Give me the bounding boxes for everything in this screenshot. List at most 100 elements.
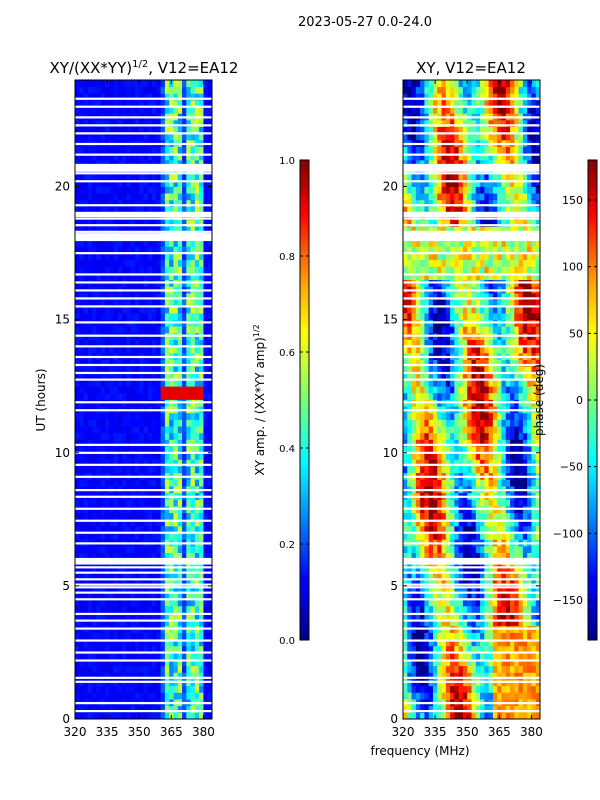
heatmap-cell [454, 379, 460, 387]
heatmap-cell [428, 459, 434, 467]
heatmap-cell [152, 193, 157, 201]
heatmap-cell [109, 173, 114, 181]
heatmap-cell [445, 392, 451, 400]
heatmap-cell [75, 199, 80, 207]
heatmap-cell [177, 672, 183, 680]
heatmap-cell [126, 159, 132, 167]
heatmap-cell [130, 99, 136, 108]
heatmap-cell [492, 565, 498, 573]
heatmap-cell [147, 499, 153, 507]
heatmap-cell [152, 306, 157, 314]
heatmap-cell [510, 712, 515, 720]
heatmap-cell [182, 466, 187, 474]
heatmap-cell [458, 619, 464, 627]
heatmap-cell [156, 432, 162, 440]
heatmap-cell [510, 639, 515, 647]
heatmap-cell [505, 466, 511, 474]
heatmap-cell [173, 619, 179, 627]
heatmap-cell [152, 179, 157, 187]
heatmap-cell [147, 133, 153, 141]
heatmap-cell [471, 525, 477, 534]
heatmap-cell [109, 379, 114, 387]
heatmap-cell [126, 619, 132, 627]
heatmap-cell [182, 299, 187, 307]
heatmap-cell [407, 359, 412, 367]
heatmap-cell [126, 312, 132, 321]
amplitude-colorbar-label: XY amp. / (XX*YY amp)1/2 [252, 324, 267, 475]
heatmap-cell [130, 665, 136, 673]
heatmap-cell [497, 499, 502, 507]
heatmap-cell [420, 519, 425, 527]
heatmap-cell [194, 386, 200, 394]
heatmap-cell [100, 273, 106, 281]
heatmap-cell [518, 532, 524, 540]
heatmap-cell [79, 146, 84, 154]
heatmap-cell [134, 519, 140, 527]
heatmap-cell [122, 499, 127, 507]
heatmap-cell [126, 392, 132, 400]
heatmap-cell [518, 612, 524, 620]
heatmap-cell [437, 645, 442, 653]
heatmap-cell [420, 652, 425, 660]
heatmap-cell [505, 645, 511, 653]
heatmap-cell [164, 219, 170, 227]
heatmap-cell [194, 525, 200, 534]
heatmap-cell [403, 512, 408, 520]
heatmap-cell [462, 685, 468, 693]
heatmap-cell [505, 565, 511, 573]
heatmap-cell [147, 652, 153, 660]
heatmap-cell [510, 545, 515, 553]
heatmap-cell [79, 179, 84, 187]
heatmap-cell [113, 266, 119, 274]
heatmap-cell [164, 692, 170, 700]
flagged-gap [75, 334, 212, 337]
heatmap-cell [164, 246, 170, 254]
heatmap-cell [428, 479, 434, 487]
heatmap-cell [87, 179, 93, 187]
heatmap-cell [535, 525, 541, 534]
heatmap-cell [424, 705, 430, 713]
heatmap-cell [411, 359, 417, 367]
heatmap-cell [92, 379, 97, 387]
heatmap-cell [164, 545, 170, 553]
heatmap-cell [169, 259, 174, 267]
heatmap-cell [199, 572, 204, 580]
heatmap-cell [177, 612, 183, 620]
heatmap-cell [186, 652, 191, 660]
heatmap-cell [467, 372, 472, 380]
flagged-gap [75, 619, 212, 622]
heatmap-cell [75, 619, 80, 627]
heatmap-cell [139, 99, 144, 108]
heatmap-cell [475, 499, 481, 507]
heatmap-cell [403, 386, 408, 394]
x-tick-label: 380 [192, 725, 215, 739]
heatmap-cell [109, 119, 114, 127]
heatmap-cell [83, 605, 89, 613]
heatmap-cell [492, 525, 498, 534]
heatmap-cell [173, 579, 179, 587]
heatmap-cell [173, 639, 179, 647]
heatmap-cell [177, 173, 183, 181]
heatmap-cell [437, 665, 442, 673]
heatmap-cell [147, 525, 153, 534]
heatmap-cell [514, 705, 519, 713]
heatmap-cell [207, 239, 213, 247]
flagged-gap [75, 217, 212, 220]
heatmap-cell [87, 126, 93, 134]
heatmap-cell [480, 565, 485, 573]
heatmap-cell [488, 692, 494, 700]
heatmap-cell [186, 259, 191, 267]
heatmap-cell [177, 259, 183, 267]
heatmap-cell [113, 299, 119, 307]
heatmap-cell [190, 645, 196, 653]
heatmap-cell [152, 412, 157, 420]
heatmap-cell [122, 585, 127, 593]
heatmap-cell [531, 659, 537, 667]
heatmap-cell [522, 419, 528, 427]
heatmap-cell [415, 459, 421, 467]
heatmap-cell [100, 339, 106, 347]
heatmap-cell [79, 246, 84, 254]
heatmap-cell [75, 126, 80, 134]
